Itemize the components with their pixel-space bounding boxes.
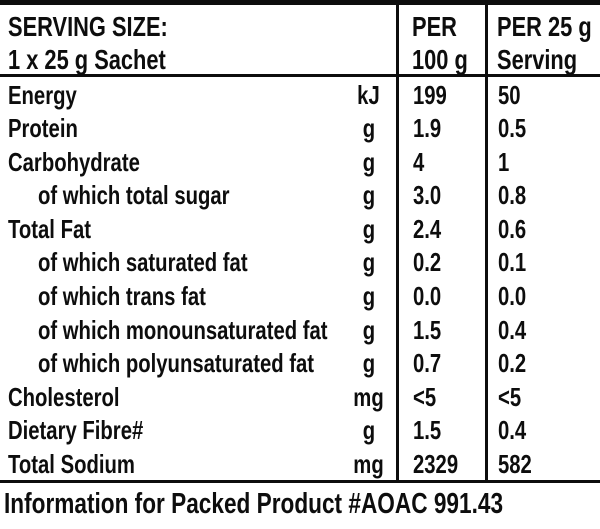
value-per-serving: 0.8 bbox=[498, 180, 527, 211]
value-per-100g: <5 bbox=[413, 381, 437, 412]
value-per-100g: 0.7 bbox=[413, 348, 442, 379]
row-label: of which saturated fat bbox=[38, 247, 248, 278]
value-per-100g: 199 bbox=[413, 79, 447, 110]
serving-size-line1: SERVING SIZE: bbox=[8, 11, 168, 42]
row-label: Dietary Fibre# bbox=[8, 415, 144, 446]
value-per-serving: <5 bbox=[498, 381, 522, 412]
row-label: of which total sugar bbox=[38, 180, 230, 211]
table-row-total-sodium: Total Sodium mg 2329 582 bbox=[0, 446, 600, 480]
serving-size-line2: 1 x 25 g Sachet bbox=[8, 44, 166, 75]
row-unit: g bbox=[362, 314, 375, 345]
value-per-100g: 1.5 bbox=[413, 415, 442, 446]
row-label: of which polyunsaturated fat bbox=[38, 348, 315, 379]
value-per-serving: 0.5 bbox=[498, 113, 527, 144]
table-row-polyunsaturated-fat: of which polyunsaturated fat g 0.7 0.2 bbox=[0, 346, 600, 380]
column-header-per-serving: PER 25 g Serving bbox=[497, 10, 600, 76]
per-100g-header-line2: 100 g bbox=[412, 44, 468, 75]
row-label: Energy bbox=[8, 79, 77, 110]
row-unit: g bbox=[362, 113, 375, 144]
value-per-100g: 0.0 bbox=[413, 281, 442, 312]
table-row-monounsaturated-fat: of which monounsaturated fat g 1.5 0.4 bbox=[0, 312, 600, 346]
row-unit: g bbox=[362, 146, 375, 177]
table-row-dietary-fibre: Dietary Fibre# g 1.5 0.4 bbox=[0, 413, 600, 447]
row-unit: mg bbox=[353, 381, 384, 412]
value-per-100g: 1.5 bbox=[413, 314, 442, 345]
value-per-serving: 0.4 bbox=[498, 415, 527, 446]
row-unit: kJ bbox=[357, 79, 380, 110]
column-header-per-100g: PER 100 g bbox=[412, 10, 484, 76]
row-label: Total Fat bbox=[8, 213, 91, 244]
row-unit: g bbox=[362, 180, 375, 211]
row-label: Cholesterol bbox=[8, 381, 120, 412]
row-unit: g bbox=[362, 348, 375, 379]
value-per-100g: 3.0 bbox=[413, 180, 442, 211]
row-unit: mg bbox=[353, 448, 384, 479]
row-label: of which trans fat bbox=[38, 281, 206, 312]
value-per-serving: 1 bbox=[498, 146, 510, 177]
table-row-saturated-fat: of which saturated fat g 0.2 0.1 bbox=[0, 245, 600, 279]
value-per-100g: 4 bbox=[413, 146, 425, 177]
value-per-100g: 0.2 bbox=[413, 247, 442, 278]
value-per-serving: 0.6 bbox=[498, 213, 527, 244]
row-unit: g bbox=[362, 281, 375, 312]
table-row-total-sugar: of which total sugar g 3.0 0.8 bbox=[0, 178, 600, 212]
table-row-total-fat: Total Fat g 2.4 0.6 bbox=[0, 211, 600, 245]
table-row-energy: Energy kJ 199 50 bbox=[0, 77, 600, 111]
per-100g-header-line1: PER bbox=[412, 11, 457, 42]
value-per-serving: 0.1 bbox=[498, 247, 527, 278]
row-label: of which monounsaturated fat bbox=[38, 314, 328, 345]
value-per-serving: 0.2 bbox=[498, 348, 527, 379]
row-unit: g bbox=[362, 247, 375, 278]
value-per-serving: 0.0 bbox=[498, 281, 527, 312]
per-serving-header-line1: PER 25 g bbox=[497, 11, 592, 42]
column-divider-per-100g bbox=[396, 5, 399, 480]
value-per-serving: 50 bbox=[498, 79, 521, 110]
table-row-protein: Protein g 1.9 0.5 bbox=[0, 111, 600, 145]
row-unit: g bbox=[362, 213, 375, 244]
footer-note-text: Information for Packed Product #AOAC 991… bbox=[4, 488, 504, 520]
value-per-serving: 582 bbox=[498, 448, 532, 479]
nutrient-table-body: Energy kJ 199 50 Protein g 1.9 0.5 Carbo… bbox=[0, 77, 600, 480]
table-bottom-rule bbox=[0, 480, 600, 483]
table-row-carbohydrate: Carbohydrate g 4 1 bbox=[0, 144, 600, 178]
per-serving-header-line2: Serving bbox=[497, 44, 578, 75]
row-label: Protein bbox=[8, 113, 78, 144]
value-per-100g: 1.9 bbox=[413, 113, 442, 144]
value-per-serving: 0.4 bbox=[498, 314, 527, 345]
row-label: Total Sodium bbox=[8, 448, 135, 479]
row-unit: g bbox=[362, 415, 375, 446]
row-label: Carbohydrate bbox=[8, 146, 140, 177]
header-separator-rule bbox=[0, 74, 600, 77]
table-row-cholesterol: Cholesterol mg <5 <5 bbox=[0, 379, 600, 413]
footer-note: Information for Packed Product #AOAC 991… bbox=[4, 488, 600, 520]
value-per-100g: 2329 bbox=[413, 448, 459, 479]
value-per-100g: 2.4 bbox=[413, 213, 442, 244]
table-row-trans-fat: of which trans fat g 0.0 0.0 bbox=[0, 278, 600, 312]
column-divider-per-serving bbox=[485, 5, 488, 480]
top-border-bar bbox=[0, 0, 600, 5]
serving-size-heading: SERVING SIZE: 1 x 25 g Sachet bbox=[8, 10, 213, 76]
